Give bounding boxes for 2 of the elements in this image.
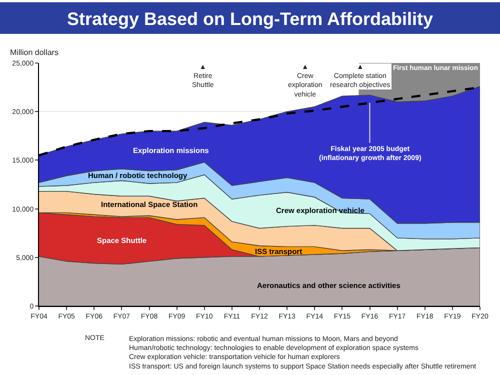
y-axis-title: Million dollars <box>10 48 58 57</box>
chart-title: Strategy Based on Long-Term Affordability <box>66 9 434 30</box>
